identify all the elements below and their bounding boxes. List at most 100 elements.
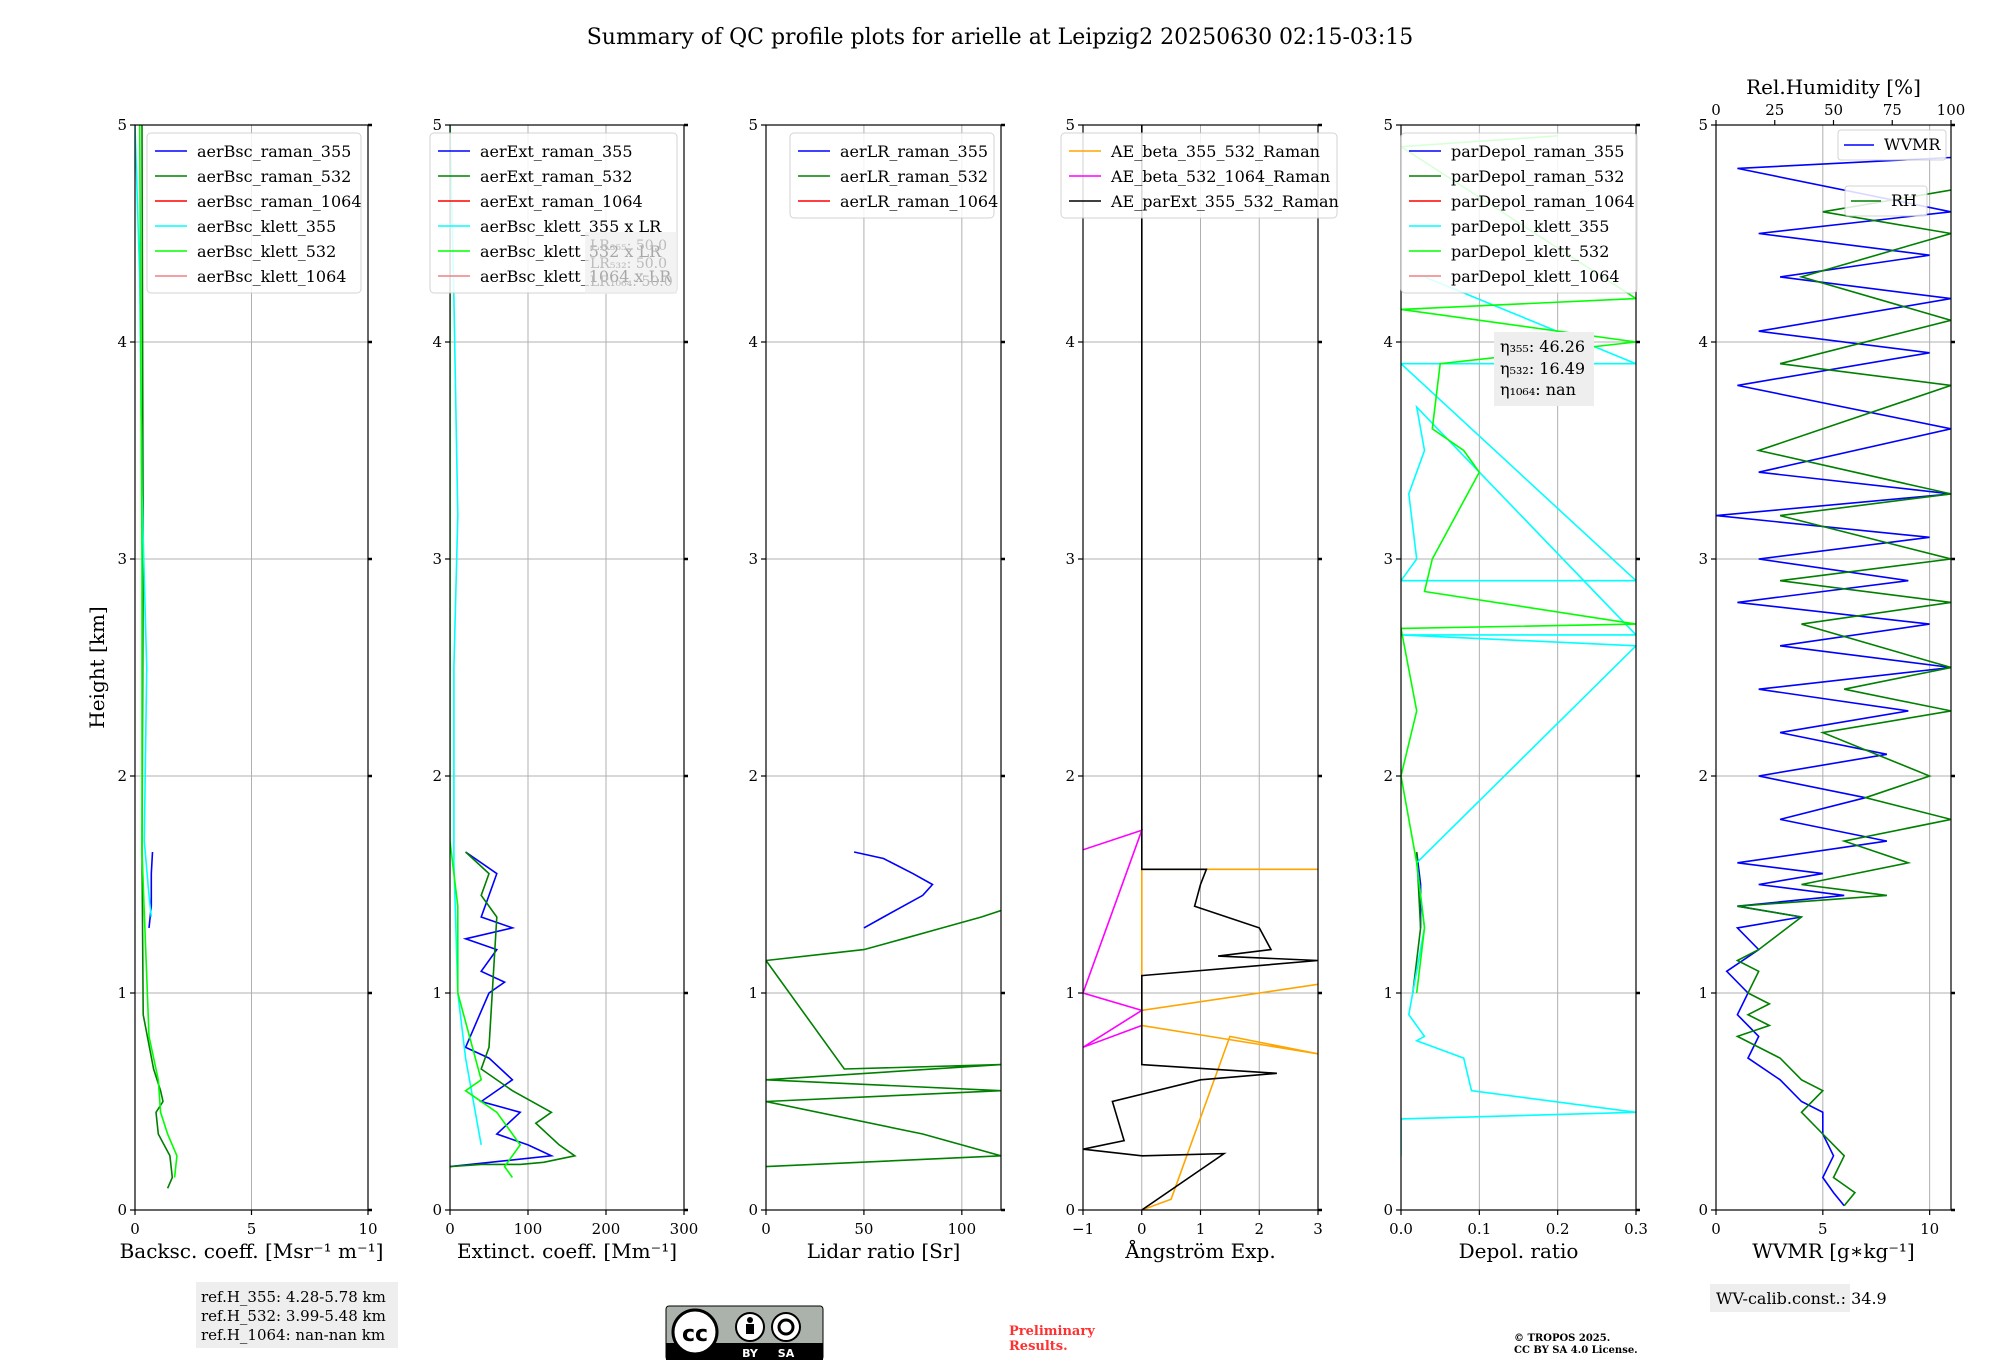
xtick-label: 2	[1254, 1220, 1264, 1238]
legend-box	[789, 132, 995, 219]
eta-1064: η₁₀₆₄: nan	[1500, 380, 1576, 399]
grid-lidar-ratio	[765, 124, 1001, 1211]
ytick-label: 3	[748, 550, 758, 568]
series-line-wvmr	[1716, 156, 1951, 1207]
series-group-water-vapor	[1716, 156, 1951, 1207]
cc-badge-text: cc	[682, 1322, 708, 1347]
ytick-label: 2	[748, 767, 758, 785]
ytick-label: 4	[432, 333, 442, 351]
xtick-label: 0.0	[1389, 1220, 1413, 1238]
ytick-label: 2	[1383, 767, 1393, 785]
yaxis-label: Height [km]	[85, 606, 109, 728]
plot-frame-extinction	[449, 124, 685, 1211]
eta-532: η₅₃₂: 16.49	[1500, 359, 1585, 378]
series-line-ae-beta-532-1064-raman	[1083, 829, 1144, 1049]
xtick-label: 50	[854, 1220, 873, 1238]
ytick-label: 4	[748, 333, 758, 351]
ytick-label: 2	[117, 767, 127, 785]
grid-water-vapor	[1715, 124, 1951, 1211]
legend-entry: parDepol_klett_532	[1451, 242, 1609, 261]
ytick-label: 5	[1383, 116, 1393, 134]
series-line-aerext-raman-355	[450, 851, 555, 1168]
cc-icon	[671, 1308, 719, 1356]
ytick-label: 0	[1065, 1201, 1075, 1219]
ytick-label: 5	[432, 116, 442, 134]
legend-backscatter: aerBsc_raman_355 aerBsc_raman_532 aerBsc_r…	[146, 132, 362, 294]
xtick-label: 0	[1711, 1220, 1721, 1238]
series-line-aerlr-raman-355	[853, 851, 934, 929]
legend-entry: aerBsc_klett_355 x LR	[480, 217, 662, 236]
ext-lr-line-2: LR₅₃₂: 50.0	[590, 256, 667, 272]
ytick-label: 5	[117, 116, 127, 134]
series-group-extinction	[450, 125, 577, 1178]
legend-box	[1060, 132, 1338, 219]
eta-box: η₃₅₅: 46.26 η₅₃₂: 16.49 η₁₀₆₄: nan	[1494, 332, 1594, 406]
top-xtick-label: 0	[1711, 101, 1721, 119]
xtick-label: 0	[761, 1220, 771, 1238]
legend-box	[1844, 185, 1928, 217]
xtick-label: −1	[1072, 1220, 1094, 1238]
ytick-label: 2	[432, 767, 442, 785]
xaxis-label-lidar-ratio: Lidar ratio [Sr]	[807, 1239, 961, 1263]
top-xtick-label: 75	[1883, 101, 1902, 119]
series-line-ae-beta-355-532-raman	[1141, 868, 1318, 1210]
ytick-label: 4	[1065, 333, 1075, 351]
xtick-label: 300	[670, 1220, 699, 1238]
figure-title: Summary of QC profile plots for arielle …	[587, 25, 1414, 50]
xaxis-label-angstrom: Ångström Exp.	[1124, 1238, 1275, 1263]
series-line-pardepol-klett-532	[1401, 135, 1636, 994]
ytick-label: 1	[748, 984, 758, 1002]
legend-entry: WVMR	[1884, 135, 1941, 154]
ytick-label: 2	[1698, 767, 1708, 785]
ytick-label: 4	[1383, 333, 1393, 351]
legend-entry: AE_beta_355_532_Raman	[1110, 142, 1320, 161]
xtick-label: 200	[592, 1220, 621, 1238]
series-group-backscatter	[135, 125, 178, 1189]
ytick-label: 4	[1698, 333, 1708, 351]
series-line-pardepol-klett-355	[1401, 276, 1636, 1156]
ext-lr-annotation: LR₃₅₅: 50.0 LR₅₃₂: 50.0 LR₁₀₆₄: 50.0	[585, 232, 677, 294]
series-line-aerbsc-raman-355	[148, 851, 154, 928]
ytick-label: 1	[117, 984, 127, 1002]
xtick-label: 3	[1313, 1220, 1323, 1238]
ytick-label: 0	[117, 1201, 127, 1219]
xtick-label: 0	[130, 1220, 140, 1238]
xtick-label: 0.3	[1624, 1220, 1648, 1238]
series-group-angstrom	[1083, 125, 1318, 1210]
ext-lr-line-3: LR₁₀₆₄: 50.0	[590, 274, 673, 290]
legend-entry: parDepol_raman_1064	[1451, 192, 1635, 211]
xaxis-label-water-vapor: WVMR [g∗kg⁻¹]	[1752, 1239, 1914, 1263]
plot-frame-lidar-ratio	[765, 124, 1002, 1211]
series-line-ae-parext-355-532-raman	[1083, 125, 1318, 1210]
series-line-rh	[1735, 189, 1951, 1207]
legend-entry: aerExt_raman_532	[480, 167, 633, 186]
legend-entry: AE_parExt_355_532_Raman	[1110, 192, 1339, 211]
eta-355: η₃₅₅: 46.26	[1500, 337, 1585, 356]
ytick-label: 1	[1698, 984, 1708, 1002]
xaxis-label-extinction: Extinct. coeff. [Mm⁻¹]	[457, 1239, 677, 1263]
series-group-depolarization	[1401, 135, 1636, 1156]
ytick-label: 5	[748, 116, 758, 134]
xtick-label: 0.1	[1467, 1220, 1491, 1238]
preliminary-line-1: Preliminary	[1009, 1324, 1095, 1339]
legend-entry: aerBsc_klett_355	[197, 217, 336, 236]
top-xtick-label: 100	[1937, 101, 1966, 119]
ytick-label: 5	[1698, 116, 1708, 134]
legend-entry: parDepol_klett_355	[1451, 217, 1609, 236]
series-line-aerext-raman-532	[450, 851, 577, 1168]
ytick-label: 0	[1383, 1201, 1393, 1219]
top-xtick-label: 50	[1824, 101, 1843, 119]
legend-entry: parDepol_klett_1064	[1451, 267, 1620, 286]
wv-calib-text: WV-calib.const.: 34.9	[1716, 1289, 1887, 1308]
legend-entry: parDepol_raman_355	[1451, 142, 1624, 161]
ytick-label: 0	[432, 1201, 442, 1219]
legend-box	[1837, 129, 1947, 161]
cc-by-label: BY	[742, 1347, 759, 1360]
xaxis-label-backscatter: Backsc. coeff. [Msr⁻¹ m⁻¹]	[120, 1239, 384, 1263]
series-line-aerbsc-klett-532	[138, 125, 178, 1178]
legend-lidar-ratio: aerLR_raman_355 aerLR_raman_532 aerLR_rama…	[789, 132, 998, 219]
